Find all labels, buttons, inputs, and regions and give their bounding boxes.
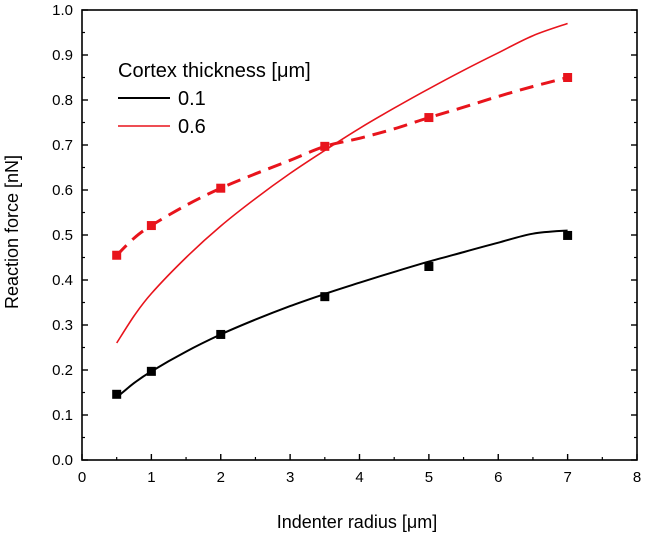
legend-label-0.1: 0.1 — [178, 88, 206, 110]
data-point-0-6-data-0 — [112, 250, 122, 260]
legend: Cortex thickness [μm] 0.1 0.6 — [118, 60, 311, 138]
data-point-0-1-data-1 — [146, 366, 156, 376]
x-axis-ticks: 0 1 2 3 4 5 6 7 8 — [78, 454, 641, 486]
data-point-0-6-data-1 — [146, 221, 156, 231]
y-tick-label-0.7: 0.7 — [52, 137, 73, 154]
legend-label-0.6: 0.6 — [178, 116, 206, 138]
x-axis-label: Indenter radius [μm] — [277, 512, 437, 532]
data-point-0-1-data-0 — [112, 389, 122, 399]
y-tick-label-1.0: 1.0 — [52, 2, 73, 19]
y-tick-label-0.8: 0.8 — [52, 92, 73, 109]
data-point-0-1-data-5 — [563, 230, 573, 240]
data-point-0-1-data-3 — [320, 292, 330, 302]
y-tick-label-0.4: 0.4 — [52, 272, 73, 289]
x-tick-label-6: 6 — [494, 469, 502, 486]
y-tick-label-0.1: 0.1 — [52, 407, 73, 424]
data-point-0-6-data-5 — [563, 73, 573, 82]
data-point-0-6-data-4 — [424, 113, 434, 123]
x-tick-label-0: 0 — [78, 469, 86, 486]
data-point-0-6-data-3 — [320, 141, 330, 151]
y-axis-label: Reaction force [nN] — [2, 155, 22, 309]
y-tick-label-0.2: 0.2 — [52, 362, 73, 379]
data-point-0-1-data-4 — [424, 262, 434, 271]
y-tick-label-0.3: 0.3 — [52, 317, 73, 334]
legend-title: Cortex thickness [μm] — [118, 60, 311, 82]
x-tick-label-5: 5 — [425, 469, 433, 486]
series-line-0-6-fit-dashed- — [115, 76, 568, 257]
data-point-0-1-data-2 — [216, 329, 226, 339]
series-line-0-1-fit — [116, 229, 568, 399]
x-tick-label-2: 2 — [217, 469, 225, 486]
data-point-0-6-data-2 — [216, 183, 226, 193]
y-tick-label-0.9: 0.9 — [52, 47, 73, 64]
plot-markers — [112, 73, 573, 399]
y-tick-label-0.0: 0.0 — [52, 452, 73, 469]
x-tick-label-1: 1 — [147, 469, 155, 486]
y-tick-label-0.6: 0.6 — [52, 182, 73, 199]
y-axis-ticks: 0.0 0.1 0.2 0.3 0.4 0.5 0.6 0.7 0.8 0.9 1.0 — [52, 2, 637, 469]
x-tick-label-8: 8 — [633, 469, 641, 486]
x-tick-label-3: 3 — [286, 469, 294, 486]
x-tick-label-7: 7 — [563, 469, 571, 486]
x-tick-label-4: 4 — [355, 469, 363, 486]
y-tick-label-0.5: 0.5 — [52, 227, 73, 244]
